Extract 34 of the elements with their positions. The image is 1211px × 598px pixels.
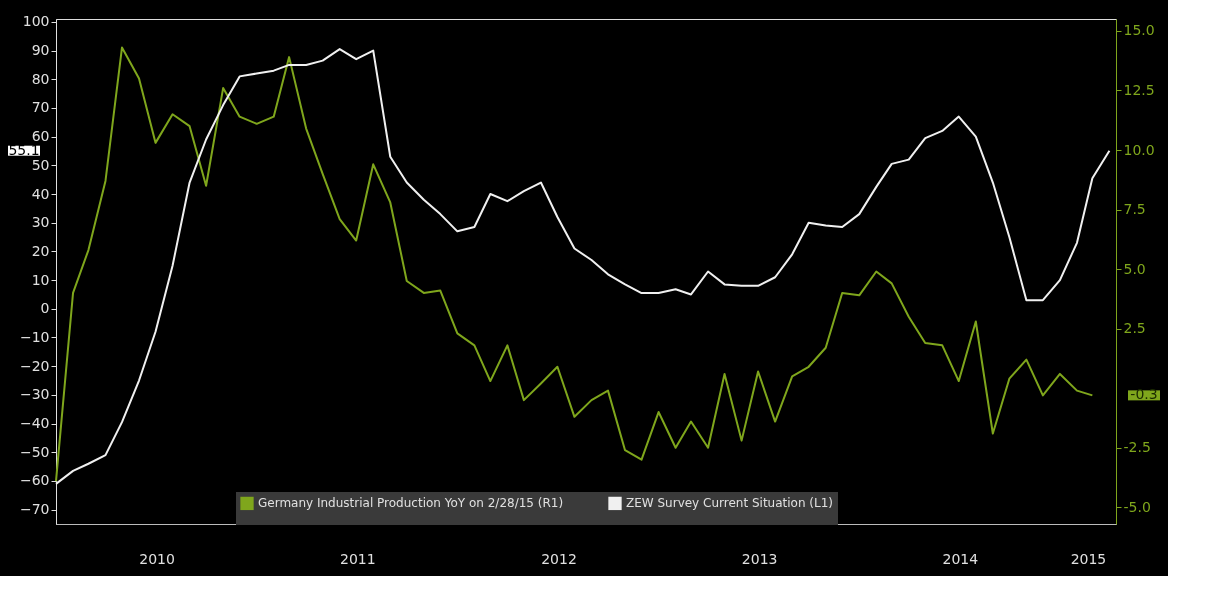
y2-tick-label: 7.5 — [1123, 201, 1146, 218]
y-tick-label: 30 — [31, 214, 50, 231]
y-tick-label: −60 — [19, 472, 50, 489]
x-tick-label: 2010 — [139, 550, 175, 567]
y-tick-label: 100 — [22, 13, 50, 30]
y-tick-label: 20 — [31, 242, 50, 259]
y-tick-label: 70 — [31, 99, 50, 116]
y-tick-label: 0 — [40, 300, 50, 317]
y2-tick-label: 2.5 — [1123, 320, 1146, 337]
y-tick-label: −30 — [19, 386, 50, 403]
y-tick-label: 40 — [31, 185, 50, 202]
y2-tick-label: 12.5 — [1123, 81, 1155, 98]
legend-label: ZEW Survey Current Situation (L1) — [626, 496, 834, 511]
y-tick-label: −70 — [19, 501, 50, 518]
y-tick-label: −10 — [19, 328, 50, 345]
text: -0.3 — [1130, 386, 1158, 403]
x-tick-label: 2012 — [541, 550, 577, 567]
y2-tick-label: -2.5 — [1123, 439, 1151, 456]
y2-tick-label: -5.0 — [1123, 498, 1151, 515]
y-tick-label: −50 — [19, 443, 50, 460]
y-tick-label: 80 — [31, 70, 50, 87]
y2-tick-label: 15.0 — [1123, 22, 1155, 39]
x-tick-label: 2015 — [1070, 550, 1107, 567]
y-tick-label: −20 — [19, 357, 50, 374]
x-tick-label: 2014 — [942, 550, 979, 567]
y2-tick-label: 5.0 — [1123, 260, 1146, 277]
y-tick-label: 90 — [31, 42, 50, 59]
y2-tick-label: 10.0 — [1123, 141, 1155, 158]
y-tick-label: 10 — [31, 271, 50, 288]
y-tick-label: −40 — [19, 415, 50, 432]
x-tick-label: 2011 — [339, 550, 376, 567]
x-tick-label: 2013 — [741, 550, 778, 567]
legend-label: Germany Industrial Production YoY on 2/28/15 (R1) — [258, 496, 564, 511]
y-tick-label: 50 — [31, 156, 50, 173]
